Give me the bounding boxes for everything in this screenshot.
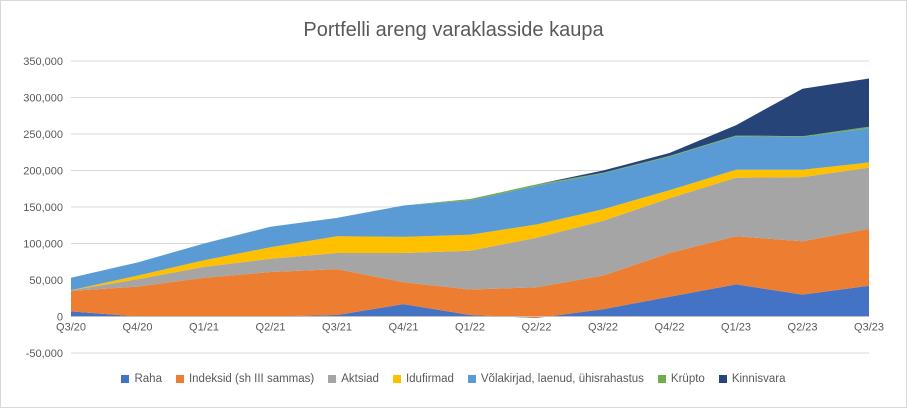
legend-swatch [657,375,666,383]
area-idufirmad [71,162,869,291]
legend-swatch [392,375,401,383]
y-tick-label: 250,000 [23,129,63,141]
area-kinnisvara [71,78,869,278]
legend-item: Aktsiad [328,373,379,385]
legend-item: Krüpto [657,373,705,385]
legend-label: Aktsiad [341,373,379,385]
x-tick-label: Q3/22 [588,322,618,334]
x-tick-label: Q1/21 [189,322,219,334]
area-raha [71,284,869,318]
x-tick-label: Q2/21 [256,322,286,334]
legend-label: Võlakirjad, laenud, ühisrahastus [480,373,644,385]
x-tick-label: Q3/20 [56,322,86,334]
x-tick-label: Q4/22 [655,322,685,334]
legend-swatch [467,375,476,383]
legend-item: Kinnisvara [718,373,786,385]
x-tick-label: Q3/21 [322,322,352,334]
chart-title: Portfelli areng varaklasside kaupa [303,19,604,41]
legend-item: Indeksid (sh III sammas) [175,373,315,385]
x-tick-label: Q4/21 [389,322,419,334]
x-tick-label: Q4/20 [123,322,153,334]
x-tick-label: Q3/23 [854,322,884,334]
y-tick-label: 150,000 [23,202,63,214]
x-tick-label: Q2/22 [522,322,552,334]
legend-swatch [718,375,727,383]
y-tick-label: -50,000 [26,348,63,360]
legend-item: Idufirmad [392,373,454,385]
y-tick-label: 200,000 [23,166,63,178]
legend-item: Võlakirjad, laenud, ühisrahastus [467,373,644,385]
area-v-lakirjad-laenud-hisrahastus [71,128,869,291]
x-tick-label: Q1/23 [721,322,751,334]
legend-swatch [328,375,337,383]
legend: Raha Indeksid (sh III sammas) Aktsiad Idufi… [1,373,906,385]
legend-label: Krüpto [670,373,705,385]
y-tick-label: 0 [57,312,63,324]
legend-label: Indeksid (sh III sammas) [188,373,315,385]
x-tick-label: Q2/23 [788,322,818,334]
y-tick-label: 300,000 [23,93,63,105]
legend-label: Raha [134,373,162,385]
legend-swatch [121,375,130,383]
legend-label: Kinnisvara [731,373,786,385]
area-indeksid-sh-iii-sammas [71,228,869,318]
legend-item: Raha [121,373,162,385]
y-tick-label: 100,000 [23,239,63,251]
area-aktsiad [71,167,869,291]
y-tick-label: 350,000 [23,56,63,68]
legend-swatch [175,375,184,383]
x-tick-label: Q1/22 [455,322,485,334]
y-tick-label: 50,000 [29,275,63,287]
legend-label: Idufirmad [405,373,454,385]
